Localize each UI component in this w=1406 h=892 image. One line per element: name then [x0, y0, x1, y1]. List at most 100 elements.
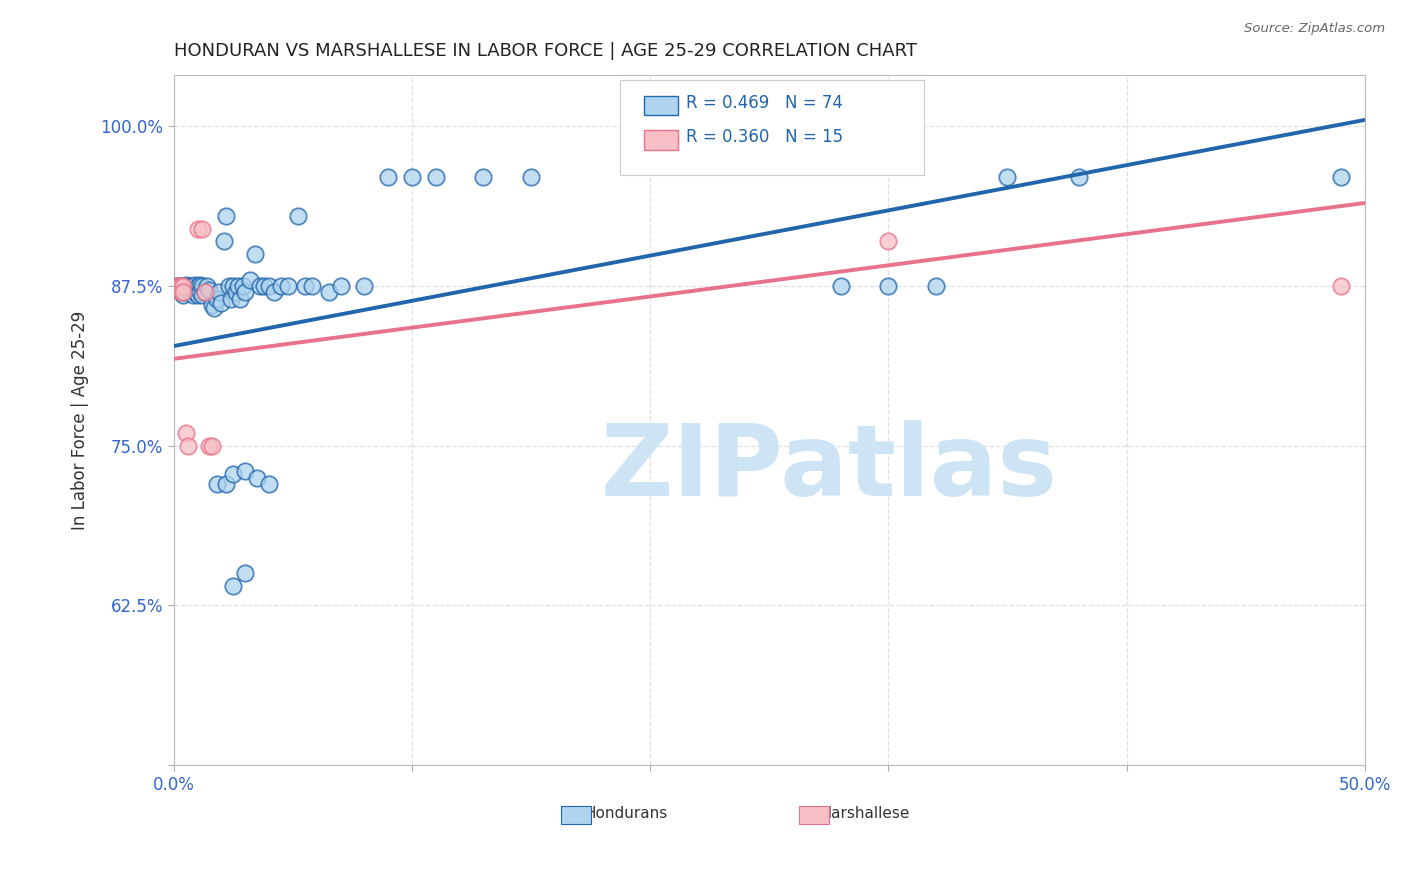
Point: [215, 477, 238, 491]
Point: [179, 285, 201, 300]
Point: [233, 566, 256, 581]
Point: [170, 285, 193, 300]
Point: [202, 301, 225, 315]
Point: [184, 285, 207, 300]
Point: [167, 279, 190, 293]
Point: [222, 279, 245, 293]
Text: ZIPatlas: ZIPatlas: [600, 420, 1057, 517]
Point: [249, 279, 271, 293]
Point: [294, 279, 316, 293]
Point: [187, 279, 209, 293]
Point: [170, 285, 193, 300]
Point: [226, 279, 249, 293]
Point: [401, 170, 423, 185]
Point: [997, 170, 1019, 185]
Point: [425, 170, 447, 185]
Point: [212, 235, 235, 249]
Point: [1067, 170, 1090, 185]
Point: [263, 285, 285, 300]
Point: [318, 285, 340, 300]
Point: [170, 279, 193, 293]
Point: [353, 279, 375, 293]
Point: [191, 221, 214, 235]
FancyBboxPatch shape: [561, 806, 591, 823]
Point: [209, 295, 232, 310]
FancyBboxPatch shape: [644, 96, 678, 115]
Point: [191, 288, 214, 302]
Point: [1330, 170, 1353, 185]
Point: [172, 279, 194, 293]
FancyBboxPatch shape: [799, 806, 830, 823]
Point: [222, 467, 245, 481]
Text: Hondurans: Hondurans: [585, 805, 668, 821]
Point: [201, 298, 224, 312]
Point: [181, 288, 204, 302]
Point: [257, 477, 280, 491]
Point: [172, 279, 194, 293]
Point: [1330, 279, 1353, 293]
Point: [239, 272, 262, 286]
Point: [472, 170, 495, 185]
Point: [243, 247, 266, 261]
Point: [287, 209, 309, 223]
Point: [877, 279, 900, 293]
Point: [172, 285, 194, 300]
Point: [257, 279, 280, 293]
Point: [329, 279, 352, 293]
Point: [520, 170, 543, 185]
Text: R = 0.360   N = 15: R = 0.360 N = 15: [686, 128, 844, 146]
Point: [232, 279, 254, 293]
Point: [246, 470, 269, 484]
Point: [172, 288, 194, 302]
Point: [205, 292, 228, 306]
Point: [177, 439, 200, 453]
Point: [167, 283, 190, 297]
Point: [188, 285, 211, 300]
Point: [170, 279, 193, 293]
Point: [233, 464, 256, 478]
Point: [205, 477, 228, 491]
Text: R = 0.469   N = 74: R = 0.469 N = 74: [686, 94, 842, 112]
Point: [377, 170, 399, 185]
Point: [181, 279, 204, 293]
FancyBboxPatch shape: [620, 80, 924, 175]
Point: [195, 279, 218, 293]
Point: [215, 209, 238, 223]
Point: [174, 277, 197, 292]
Point: [179, 279, 201, 293]
Point: [830, 279, 852, 293]
Point: [165, 279, 187, 293]
Point: [187, 288, 209, 302]
Point: [184, 277, 207, 292]
FancyBboxPatch shape: [644, 130, 678, 150]
Point: [174, 425, 197, 440]
Point: [925, 279, 948, 293]
Point: [222, 579, 245, 593]
Point: [177, 279, 200, 293]
Point: [277, 279, 299, 293]
Point: [198, 439, 221, 453]
Point: [219, 292, 242, 306]
Point: [218, 279, 240, 293]
Point: [225, 285, 247, 300]
Text: Source: ZipAtlas.com: Source: ZipAtlas.com: [1244, 22, 1385, 36]
Point: [229, 292, 252, 306]
Y-axis label: In Labor Force | Age 25-29: In Labor Force | Age 25-29: [72, 310, 89, 530]
Point: [198, 283, 221, 297]
Point: [194, 285, 217, 300]
Point: [233, 285, 256, 300]
Text: HONDURAN VS MARSHALLESE IN LABOR FORCE | AGE 25-29 CORRELATION CHART: HONDURAN VS MARSHALLESE IN LABOR FORCE |…: [174, 42, 917, 60]
Point: [187, 221, 209, 235]
Point: [188, 277, 211, 292]
Text: Marshallese: Marshallese: [818, 805, 910, 821]
Point: [301, 279, 323, 293]
Point: [167, 279, 190, 293]
Point: [253, 279, 276, 293]
Point: [208, 285, 231, 300]
Point: [270, 279, 292, 293]
Point: [177, 283, 200, 297]
Point: [165, 279, 187, 293]
Point: [174, 285, 197, 300]
Point: [194, 285, 217, 300]
Point: [877, 235, 900, 249]
